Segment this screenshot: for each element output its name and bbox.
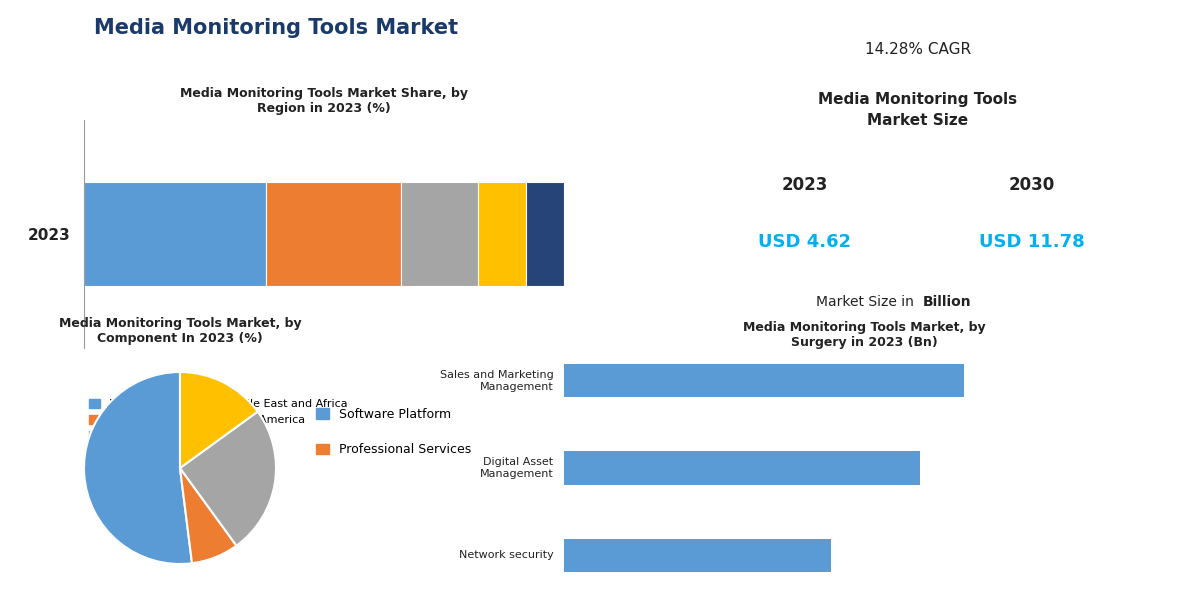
Title: Media Monitoring Tools Market, by
Surgery in 2023 (Bn): Media Monitoring Tools Market, by Surger… [743, 320, 985, 349]
Text: 2023: 2023 [781, 176, 828, 194]
Text: 14.28% CAGR: 14.28% CAGR [865, 42, 971, 57]
Wedge shape [180, 468, 236, 563]
Title: Media Monitoring Tools Market Share, by
Region in 2023 (%): Media Monitoring Tools Market Share, by … [180, 86, 468, 115]
Text: Market Size in: Market Size in [816, 295, 918, 309]
Legend: Software Platform, Professional Services: Software Platform, Professional Services [311, 403, 475, 461]
Text: Billion: Billion [923, 295, 972, 309]
Bar [84, 182, 266, 286]
Title: Media Monitoring Tools Market, by
Component In 2023 (%): Media Monitoring Tools Market, by Compon… [59, 317, 301, 346]
Bar [266, 182, 401, 286]
Bar [478, 182, 526, 286]
Text: Media Monitoring Tools
Market Size: Media Monitoring Tools Market Size [818, 92, 1018, 128]
Text: USD 4.62: USD 4.62 [758, 233, 851, 251]
Bar [526, 182, 564, 286]
Bar [564, 364, 964, 397]
Wedge shape [180, 372, 258, 468]
Wedge shape [180, 412, 276, 545]
Legend: North America, Asia-Pacific, Europe, Middle East and Africa, South America: North America, Asia-Pacific, Europe, Mid… [85, 395, 353, 446]
Text: Media Monitoring Tools Market: Media Monitoring Tools Market [94, 18, 458, 38]
Bar [564, 451, 919, 485]
Text: USD 11.78: USD 11.78 [979, 233, 1085, 251]
Text: 2030: 2030 [1008, 176, 1055, 194]
Bar [401, 182, 478, 286]
Bar [564, 539, 830, 572]
Wedge shape [84, 372, 192, 564]
